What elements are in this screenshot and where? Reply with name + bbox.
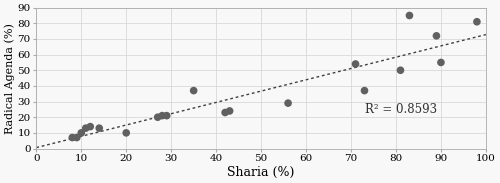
Point xyxy=(78,131,86,134)
Y-axis label: Radical Agenda (%): Radical Agenda (%) xyxy=(4,23,14,134)
Point xyxy=(432,34,440,37)
Point xyxy=(68,136,76,139)
Point xyxy=(96,127,104,130)
X-axis label: Sharia (%): Sharia (%) xyxy=(228,166,295,179)
Point xyxy=(221,111,229,114)
Point xyxy=(154,116,162,119)
Point xyxy=(396,69,404,72)
Point xyxy=(284,102,292,104)
Point xyxy=(162,114,170,117)
Point xyxy=(360,89,368,92)
Point xyxy=(82,127,90,130)
Point xyxy=(437,61,445,64)
Point xyxy=(73,136,81,139)
Text: R² = 0.8593: R² = 0.8593 xyxy=(364,102,436,115)
Point xyxy=(406,14,413,17)
Point xyxy=(86,125,94,128)
Point xyxy=(226,109,234,112)
Point xyxy=(190,89,198,92)
Point xyxy=(122,131,130,134)
Point xyxy=(158,114,166,117)
Point xyxy=(352,63,360,66)
Point xyxy=(473,20,481,23)
